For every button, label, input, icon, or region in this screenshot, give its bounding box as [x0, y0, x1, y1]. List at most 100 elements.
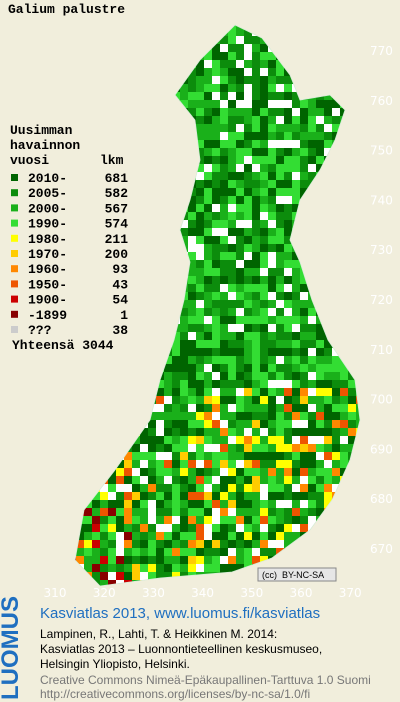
grid-cell	[156, 556, 164, 564]
grid-cell	[308, 324, 316, 332]
grid-cell	[252, 372, 260, 380]
grid-cell	[212, 204, 220, 212]
grid-cell	[300, 460, 308, 468]
grid-cell	[140, 492, 148, 500]
grid-cell	[260, 444, 268, 452]
grid-cell	[260, 476, 268, 484]
grid-cell	[324, 364, 332, 372]
grid-cell	[252, 332, 260, 340]
grid-cell	[204, 116, 212, 124]
grid-cell	[100, 516, 108, 524]
grid-cell	[244, 260, 252, 268]
cc-mark: (cc)	[262, 570, 277, 580]
grid-cell	[196, 116, 204, 124]
grid-cell	[228, 324, 236, 332]
grid-cell	[220, 316, 228, 324]
grid-cell	[292, 172, 300, 180]
grid-cell	[308, 364, 316, 372]
grid-cell	[284, 108, 292, 116]
grid-cell	[324, 100, 332, 108]
grid-cell	[292, 180, 300, 188]
grid-cell	[180, 484, 188, 492]
grid-cell	[268, 500, 276, 508]
grid-cell	[252, 252, 260, 260]
grid-cell	[148, 564, 156, 572]
grid-cell	[132, 492, 140, 500]
grid-cell	[252, 60, 260, 68]
grid-cell	[300, 172, 308, 180]
grid-cell	[228, 180, 236, 188]
grid-cell	[196, 356, 204, 364]
grid-cell	[164, 484, 172, 492]
grid-cell	[300, 332, 308, 340]
grid-cell	[276, 340, 284, 348]
grid-cell	[188, 460, 196, 468]
grid-cell	[180, 300, 188, 308]
grid-cell	[204, 172, 212, 180]
grid-cell	[308, 172, 316, 180]
grid-cell	[196, 332, 204, 340]
grid-cell	[180, 444, 188, 452]
grid-cell	[188, 516, 196, 524]
grid-cell	[268, 396, 276, 404]
grid-cell	[252, 68, 260, 76]
grid-cell	[300, 284, 308, 292]
legend-label: ???	[28, 323, 52, 338]
grid-cell	[212, 372, 220, 380]
grid-cell	[236, 524, 244, 532]
grid-cell	[236, 68, 244, 76]
grid-cell	[108, 572, 116, 580]
grid-cell	[260, 220, 268, 228]
grid-cell	[252, 548, 260, 556]
grid-cell	[284, 508, 292, 516]
grid-cell	[284, 364, 292, 372]
grid-cell	[84, 564, 92, 572]
grid-cell	[236, 292, 244, 300]
grid-cell	[284, 76, 292, 84]
grid-cell	[260, 44, 268, 52]
grid-cell	[260, 468, 268, 476]
grid-cell	[300, 300, 308, 308]
grid-cell	[188, 100, 196, 108]
grid-cell	[196, 252, 204, 260]
grid-cell	[148, 428, 156, 436]
grid-cell	[236, 228, 244, 236]
grid-cell	[316, 108, 324, 116]
grid-cell	[180, 92, 188, 100]
grid-cell	[332, 444, 340, 452]
grid-cell	[196, 348, 204, 356]
grid-cell	[284, 268, 292, 276]
grid-cell	[268, 68, 276, 76]
grid-cell	[284, 468, 292, 476]
grid-cell	[340, 380, 348, 388]
grid-cell	[260, 204, 268, 212]
grid-cell	[292, 260, 300, 268]
grid-cell	[228, 188, 236, 196]
grid-cell	[84, 548, 92, 556]
grid-cell	[172, 356, 180, 364]
grid-cell	[212, 100, 220, 108]
grid-cell	[196, 148, 204, 156]
grid-cell	[260, 492, 268, 500]
grid-cell	[188, 492, 196, 500]
grid-cell	[204, 468, 212, 476]
grid-cell	[132, 548, 140, 556]
grid-cell	[180, 396, 188, 404]
grid-cell	[236, 276, 244, 284]
grid-cell	[108, 580, 116, 586]
grid-cell	[236, 548, 244, 556]
grid-cell	[260, 300, 268, 308]
grid-cell	[188, 444, 196, 452]
grid-cell	[292, 340, 300, 348]
grid-cell	[188, 244, 196, 252]
grid-cell	[252, 44, 260, 52]
grid-cell	[292, 428, 300, 436]
grid-cell	[156, 380, 164, 388]
y-label: 710	[370, 343, 393, 357]
grid-cell	[252, 420, 260, 428]
grid-cell	[292, 252, 300, 260]
grid-cell	[228, 28, 236, 36]
grid-cell	[244, 524, 252, 532]
grid-cell	[292, 492, 300, 500]
